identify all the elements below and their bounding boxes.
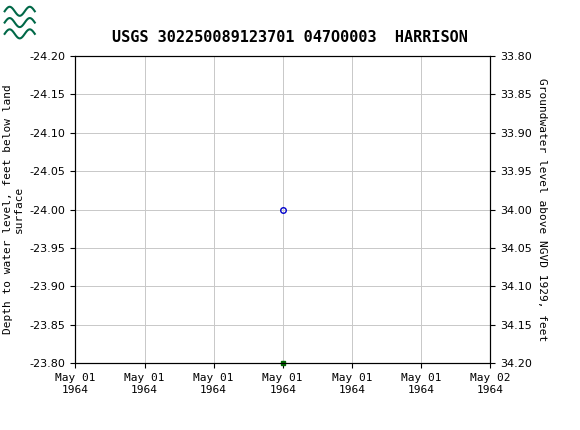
Text: USGS 302250089123701 047O0003  HARRISON: USGS 302250089123701 047O0003 HARRISON xyxy=(112,30,468,45)
Y-axis label: Groundwater level above NGVD 1929, feet: Groundwater level above NGVD 1929, feet xyxy=(537,78,548,341)
FancyBboxPatch shape xyxy=(3,2,78,43)
Y-axis label: Depth to water level, feet below land
surface: Depth to water level, feet below land su… xyxy=(2,85,24,335)
Text: USGS: USGS xyxy=(84,13,144,32)
